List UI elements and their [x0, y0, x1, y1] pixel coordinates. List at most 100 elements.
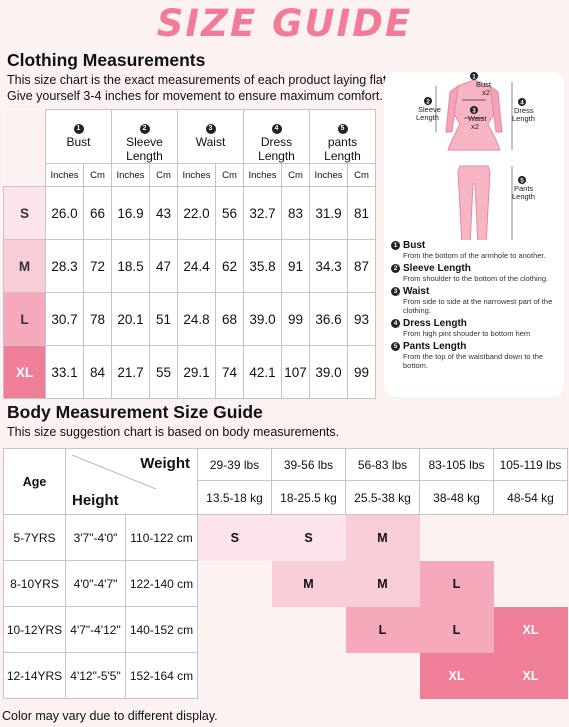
- cell: 99: [281, 292, 310, 346]
- cell: 55: [149, 345, 178, 399]
- age-range: 8-10YRS: [3, 560, 66, 607]
- unit-inches: Inches: [111, 163, 150, 187]
- cell: 18.5: [111, 239, 150, 293]
- age-range: 10-12YRS: [3, 606, 66, 653]
- table-row: 5-7YRS 3'7"-4'0" 110-122 cm S S M: [3, 514, 568, 561]
- col-label: Waist: [195, 135, 226, 149]
- legend-title: Bust: [403, 240, 426, 251]
- legend-item: 4 Dress Length From high pint shouder to …: [391, 318, 561, 338]
- cell: 21.7: [111, 345, 150, 399]
- unit-inches: Inches: [45, 163, 84, 187]
- number-badge: 2: [391, 263, 400, 273]
- cell: 43: [149, 186, 178, 240]
- cell: 36.6: [309, 292, 348, 346]
- diagram-label-pants-2: Length: [512, 192, 535, 201]
- cell: 33.1: [45, 345, 84, 399]
- number-badge: 5: [391, 341, 400, 351]
- weight-lbs: 39-56 lbs: [271, 448, 346, 481]
- measurement-legend: 1 Bust From the bottom of the armhole to …: [391, 240, 561, 373]
- col-label: Dress Length: [258, 135, 295, 163]
- body-size-table: Age Weight Height 29-39 lbs 39-56 lbs 56…: [3, 448, 568, 699]
- col-header-bust: 1 Bust: [45, 109, 112, 164]
- age-header: Age: [3, 448, 66, 515]
- col-header-waist: 3 Waist: [177, 109, 244, 164]
- col-header-sleeve: 2 Sleeve Length: [111, 109, 178, 164]
- age-range: 12-14YRS: [3, 652, 66, 699]
- cell: 24.4: [177, 239, 216, 293]
- diagonal-divider: [71, 454, 157, 490]
- cell: 24.8: [177, 292, 216, 346]
- height-cm: 152-164 cm: [125, 652, 198, 699]
- number-badge: 1: [391, 240, 400, 250]
- size-cell: XL: [493, 606, 568, 653]
- legend-item: 2 Sleeve Length From shoulder to the bott…: [391, 263, 561, 283]
- size-cell-empty: [420, 515, 494, 561]
- size-label: L: [3, 292, 46, 346]
- weight-lbs: 83-105 lbs: [419, 448, 494, 481]
- legend-desc: From the bottom of the armhole to anothe…: [403, 251, 546, 260]
- diagram-label-pants: Pants: [514, 184, 533, 193]
- col-header-pants: 5 pants Length: [309, 109, 376, 164]
- cell: 20.1: [111, 292, 150, 346]
- cell: 47: [149, 239, 178, 293]
- size-cell: L: [345, 606, 420, 653]
- number-badge: 3: [391, 286, 400, 296]
- cell: 35.8: [243, 239, 282, 293]
- svg-text:1: 1: [472, 75, 476, 81]
- legend-item: 1 Bust From the bottom of the armhole to …: [391, 240, 561, 260]
- height-ft: 3'7"-4'0": [65, 514, 126, 561]
- size-cell: M: [345, 514, 420, 561]
- size-cell-empty: [198, 607, 272, 653]
- clothing-heading: Clothing Measurements: [7, 50, 206, 70]
- diagram-label-sleeve-2: Length: [416, 113, 439, 122]
- size-label: XL: [3, 345, 46, 399]
- table-row: L 30.7 78 20.1 51 24.8 68 39.0 99 36.6 9…: [3, 292, 376, 346]
- size-cell-empty: [198, 561, 272, 607]
- clothing-desc-2: Give yourself 3-4 inches for movement to…: [7, 89, 383, 103]
- cell: 83: [281, 186, 310, 240]
- legend-desc: From side to side at the narrowest part …: [403, 297, 553, 315]
- cell: 28.3: [45, 239, 84, 293]
- cell: 31.9: [309, 186, 348, 240]
- footer-note: Color may vary due to different display.: [2, 709, 218, 723]
- table-row: M 28.3 72 18.5 47 24.4 62 35.8 91 34.3 8…: [3, 239, 376, 293]
- cell: 56: [215, 186, 244, 240]
- col-label: Sleeve Length: [126, 135, 163, 163]
- height-ft: 4'12"-5'5": [65, 652, 126, 699]
- clothing-desc-1: This size chart is the exact measurement…: [7, 73, 390, 87]
- col-header-dress: 4 Dress Length: [243, 109, 310, 164]
- height-cm: 140-152 cm: [125, 606, 198, 653]
- age-range: 5-7YRS: [3, 514, 66, 561]
- weight-kg: 25.5-38 kg: [345, 480, 420, 515]
- unit-cm: Cm: [149, 163, 178, 187]
- col-label: Bust: [66, 135, 91, 149]
- diagram-label-dress: Dress: [514, 106, 534, 115]
- svg-text:5: 5: [520, 179, 524, 185]
- number-badge: 5: [337, 123, 348, 134]
- unit-inches: Inches: [243, 163, 282, 187]
- weight-height-header: Weight Height: [65, 448, 198, 515]
- unit-cm: Cm: [83, 163, 112, 187]
- page-title: SIZE GUIDE: [156, 2, 413, 45]
- cell: 99: [347, 345, 376, 399]
- cell: 39.0: [243, 292, 282, 346]
- cell: 87: [347, 239, 376, 293]
- height-cm: 122-140 cm: [125, 560, 198, 607]
- cell: 39.0: [309, 345, 348, 399]
- size-cell-empty: [198, 653, 272, 699]
- number-badge: 2: [139, 123, 150, 134]
- table-corner: [3, 109, 46, 187]
- cell: 42.1: [243, 345, 282, 399]
- diagram-label-dress-2: Length: [512, 114, 535, 123]
- garment-diagram: 1 2 3 4 5 Bust x2 Waist x2 Sleeve Length…: [416, 72, 535, 240]
- size-cell: S: [271, 514, 346, 561]
- legend-title: Dress Length: [403, 318, 467, 329]
- table-row: 12-14YRS 4'12"-5'5" 152-164 cm XL XL: [3, 652, 568, 699]
- diagram-label-bust: Bust: [476, 80, 492, 89]
- diagram-label-sleeve: Sleeve: [418, 105, 441, 114]
- size-cell: M: [345, 560, 420, 607]
- cell: 34.3: [309, 239, 348, 293]
- cell: 68: [215, 292, 244, 346]
- size-cell-empty: [494, 561, 568, 607]
- cell: 91: [281, 239, 310, 293]
